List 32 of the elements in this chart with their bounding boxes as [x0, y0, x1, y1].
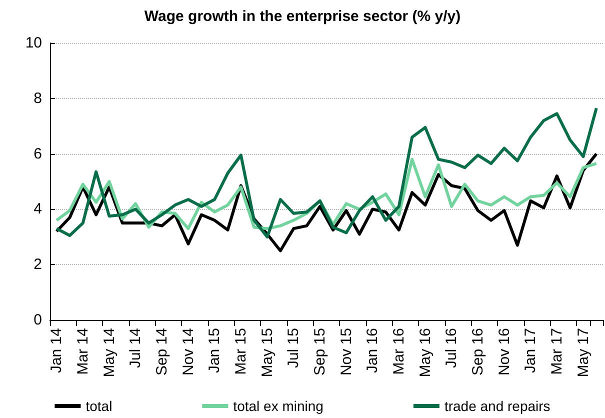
line-series: [55, 106, 598, 238]
x-tick-label: Nov 16: [496, 328, 513, 376]
x-tick-label: Mar 16: [390, 328, 408, 375]
legend-label: trade and repairs: [444, 398, 550, 414]
x-tick-label: Jan 16: [364, 328, 382, 374]
x-tick-label: May 16: [416, 328, 434, 378]
legend-label: total ex mining: [233, 398, 324, 414]
x-tick-label: May 14: [100, 328, 118, 378]
x-tick-label: Nov 15: [338, 328, 355, 376]
x-tick-label: Jan 14: [48, 328, 66, 374]
x-tick-label: Mar 17: [548, 328, 566, 375]
x-tick-label: Mar 14: [74, 328, 92, 375]
x-tick-label: Sep 16: [469, 328, 486, 376]
legend-label: total: [86, 398, 112, 414]
x-tick-label: Jul 15: [285, 328, 302, 368]
x-tick-label: Jan 17: [522, 328, 540, 374]
x-tick-label: Sep 15: [311, 328, 328, 376]
y-tick-label: 8: [34, 90, 42, 107]
x-tick-label: Mar 15: [232, 328, 250, 375]
chart-title: Wage growth in the enterprise sector (% y/y): [144, 8, 461, 25]
x-tick-label: Jan 15: [206, 328, 224, 374]
x-tick-label: May 17: [574, 328, 592, 378]
x-tick-label: Nov 14: [180, 328, 197, 376]
y-tick-label: 4: [34, 200, 42, 218]
x-tick-label: May 15: [258, 328, 276, 378]
y-tick-label: 2: [34, 256, 42, 274]
x-tick-label: Jul 14: [127, 328, 144, 368]
y-tick-label: 0: [34, 312, 42, 328]
x-tick-label: Sep 14: [153, 328, 170, 376]
x-tick-label: Jul 16: [443, 328, 460, 368]
y-tick-label: 10: [25, 34, 42, 52]
y-tick-label: 6: [34, 145, 42, 162]
